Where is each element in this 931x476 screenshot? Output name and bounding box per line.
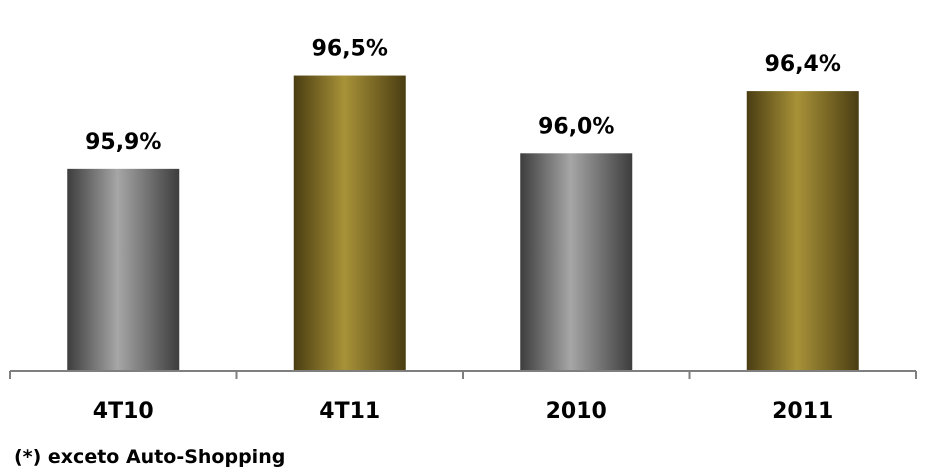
data-label-2010: 96,0% xyxy=(538,114,614,139)
bar-2010 xyxy=(520,153,633,371)
bar-4t11 xyxy=(293,75,406,372)
data-label-2011: 96,4% xyxy=(765,52,841,77)
bar-4t10 xyxy=(67,168,180,371)
footnote: (*) exceto Auto-Shopping xyxy=(14,446,286,468)
x-tick-label-4t10: 4T10 xyxy=(93,399,154,424)
x-tick-label-4t11: 4T11 xyxy=(319,399,380,424)
data-label-4t11: 96,5% xyxy=(312,37,388,62)
x-tick-label-2011: 2011 xyxy=(772,399,833,424)
x-tick-label-2010: 2010 xyxy=(546,399,607,424)
data-label-4t10: 95,9% xyxy=(85,130,161,155)
bar-2011 xyxy=(746,91,859,371)
bars-layer xyxy=(67,75,859,372)
labels-layer: 95,9% 4T10 96,5% 4T11 96,0% 2010 96,4% 2011 xyxy=(85,37,841,424)
x-axis xyxy=(9,370,917,379)
